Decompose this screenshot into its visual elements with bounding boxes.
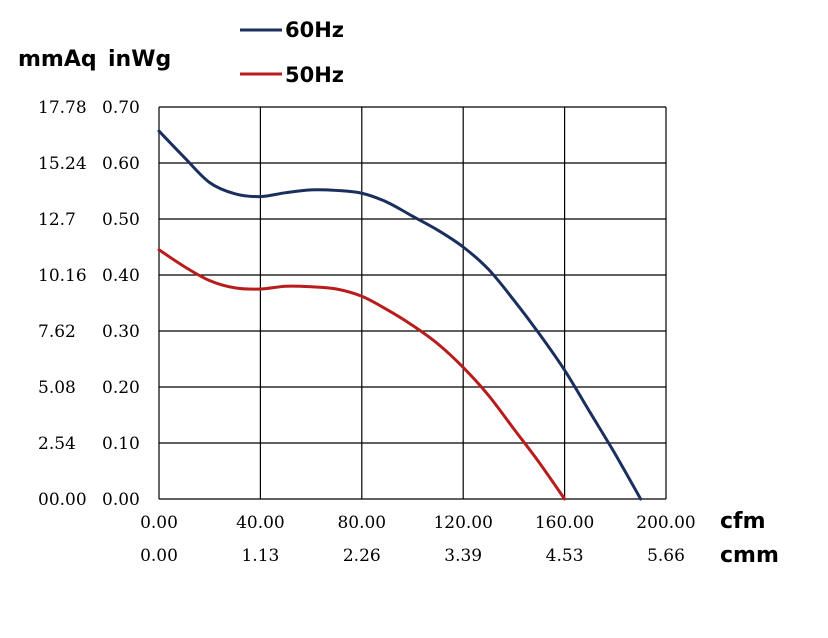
y-secondary-tick-label: 5.08 xyxy=(38,378,76,398)
y-tick-label: 0.60 xyxy=(102,154,140,174)
x-secondary-tick-label: 0.00 xyxy=(140,546,178,566)
x-tick-label: 200.00 xyxy=(636,513,695,533)
y-secondary-tick-label: 10.16 xyxy=(38,266,87,286)
y-unit-label: inWg xyxy=(108,47,171,72)
series-lines xyxy=(157,129,643,501)
y-tick-label: 0.10 xyxy=(102,434,140,454)
legend: 60Hz 50Hz xyxy=(240,18,344,87)
y-secondary-tick-label: 15.24 xyxy=(38,154,87,174)
y-secondary-unit-label: mmAq xyxy=(18,47,97,72)
y-tick-labels: 00.00 0.00 2.54 0.10 5.08 0.20 7.62 0.30 10.16 0.… xyxy=(38,98,140,510)
x-tick-label: 40.00 xyxy=(236,513,285,533)
x-secondary-tick-label: 4.53 xyxy=(546,546,584,566)
y-secondary-tick-label: 17.78 xyxy=(38,98,87,118)
y-secondary-tick-label: 12.7 xyxy=(38,210,76,230)
x-secondary-tick-label: 5.66 xyxy=(647,546,685,566)
y-tick-label: 0.00 xyxy=(102,490,140,510)
x-secondary-tick-label: 2.26 xyxy=(343,546,381,566)
x-tick-label: 120.00 xyxy=(433,513,492,533)
grid xyxy=(158,106,667,500)
x-secondary-unit-label: cmm xyxy=(720,543,779,568)
y-tick-label: 0.20 xyxy=(102,378,140,398)
y-tick-label: 0.70 xyxy=(102,98,140,118)
x-secondary-tick-label: 3.39 xyxy=(444,546,482,566)
y-tick-label: 0.40 xyxy=(102,266,140,286)
x-secondary-tick-label: 1.13 xyxy=(241,546,279,566)
series-line-60hz xyxy=(157,129,643,501)
x-tick-label: 0.00 xyxy=(140,513,178,533)
y-secondary-tick-label: 2.54 xyxy=(38,434,76,454)
y-secondary-tick-label: 7.62 xyxy=(38,322,76,342)
x-tick-label: 160.00 xyxy=(535,513,594,533)
legend-label-50hz: 50Hz xyxy=(285,63,344,87)
y-tick-label: 0.50 xyxy=(102,210,140,230)
x-unit-label: cfm xyxy=(720,509,766,534)
x-tick-label: 80.00 xyxy=(337,513,386,533)
y-tick-label: 0.30 xyxy=(102,322,140,342)
legend-label-60hz: 60Hz xyxy=(285,18,344,42)
x-tick-labels: 0.00 0.00 40.00 1.13 80.00 2.26 120.00 3.39 160.… xyxy=(140,513,696,566)
y-secondary-tick-label: 00.00 xyxy=(38,490,87,510)
series-line-50hz xyxy=(157,248,567,501)
